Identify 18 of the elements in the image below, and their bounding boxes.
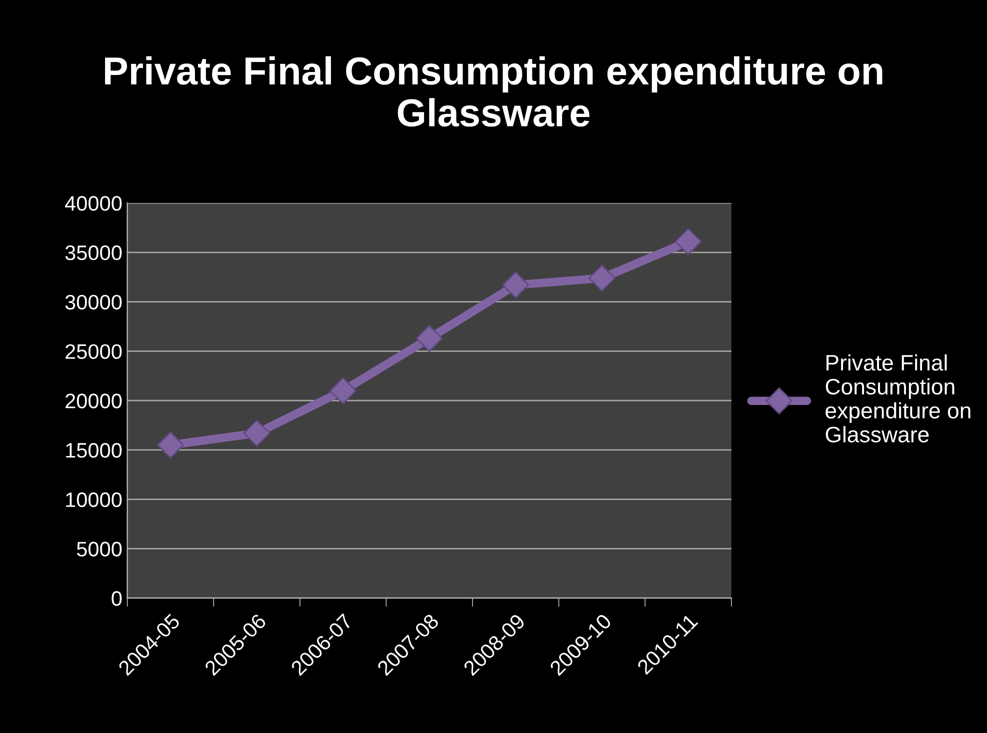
legend-label: Private Final Consumption expenditure on Glassware bbox=[826, 354, 970, 442]
point bbox=[674, 228, 702, 256]
y-tick-label: 10000 bbox=[66, 492, 122, 508]
point bbox=[588, 264, 616, 292]
y-tick-label: 35000 bbox=[65, 245, 122, 260]
y-tick-label: 15000 bbox=[66, 442, 122, 458]
point bbox=[502, 272, 530, 298]
chart-title: Private Final Consumption expenditure on Glassware bbox=[105, 56, 882, 127]
y-tick-label: 30000 bbox=[65, 294, 122, 310]
point bbox=[416, 324, 443, 352]
y-tick-label: 25000 bbox=[66, 344, 122, 359]
point bbox=[157, 432, 184, 458]
y-tick-label: 40000 bbox=[65, 196, 122, 211]
point bbox=[243, 420, 270, 447]
y-tick-label: 0 bbox=[112, 591, 122, 606]
y-tick-label: 5000 bbox=[76, 542, 122, 556]
point bbox=[330, 377, 357, 404]
y-tick-label: 20000 bbox=[66, 394, 122, 408]
